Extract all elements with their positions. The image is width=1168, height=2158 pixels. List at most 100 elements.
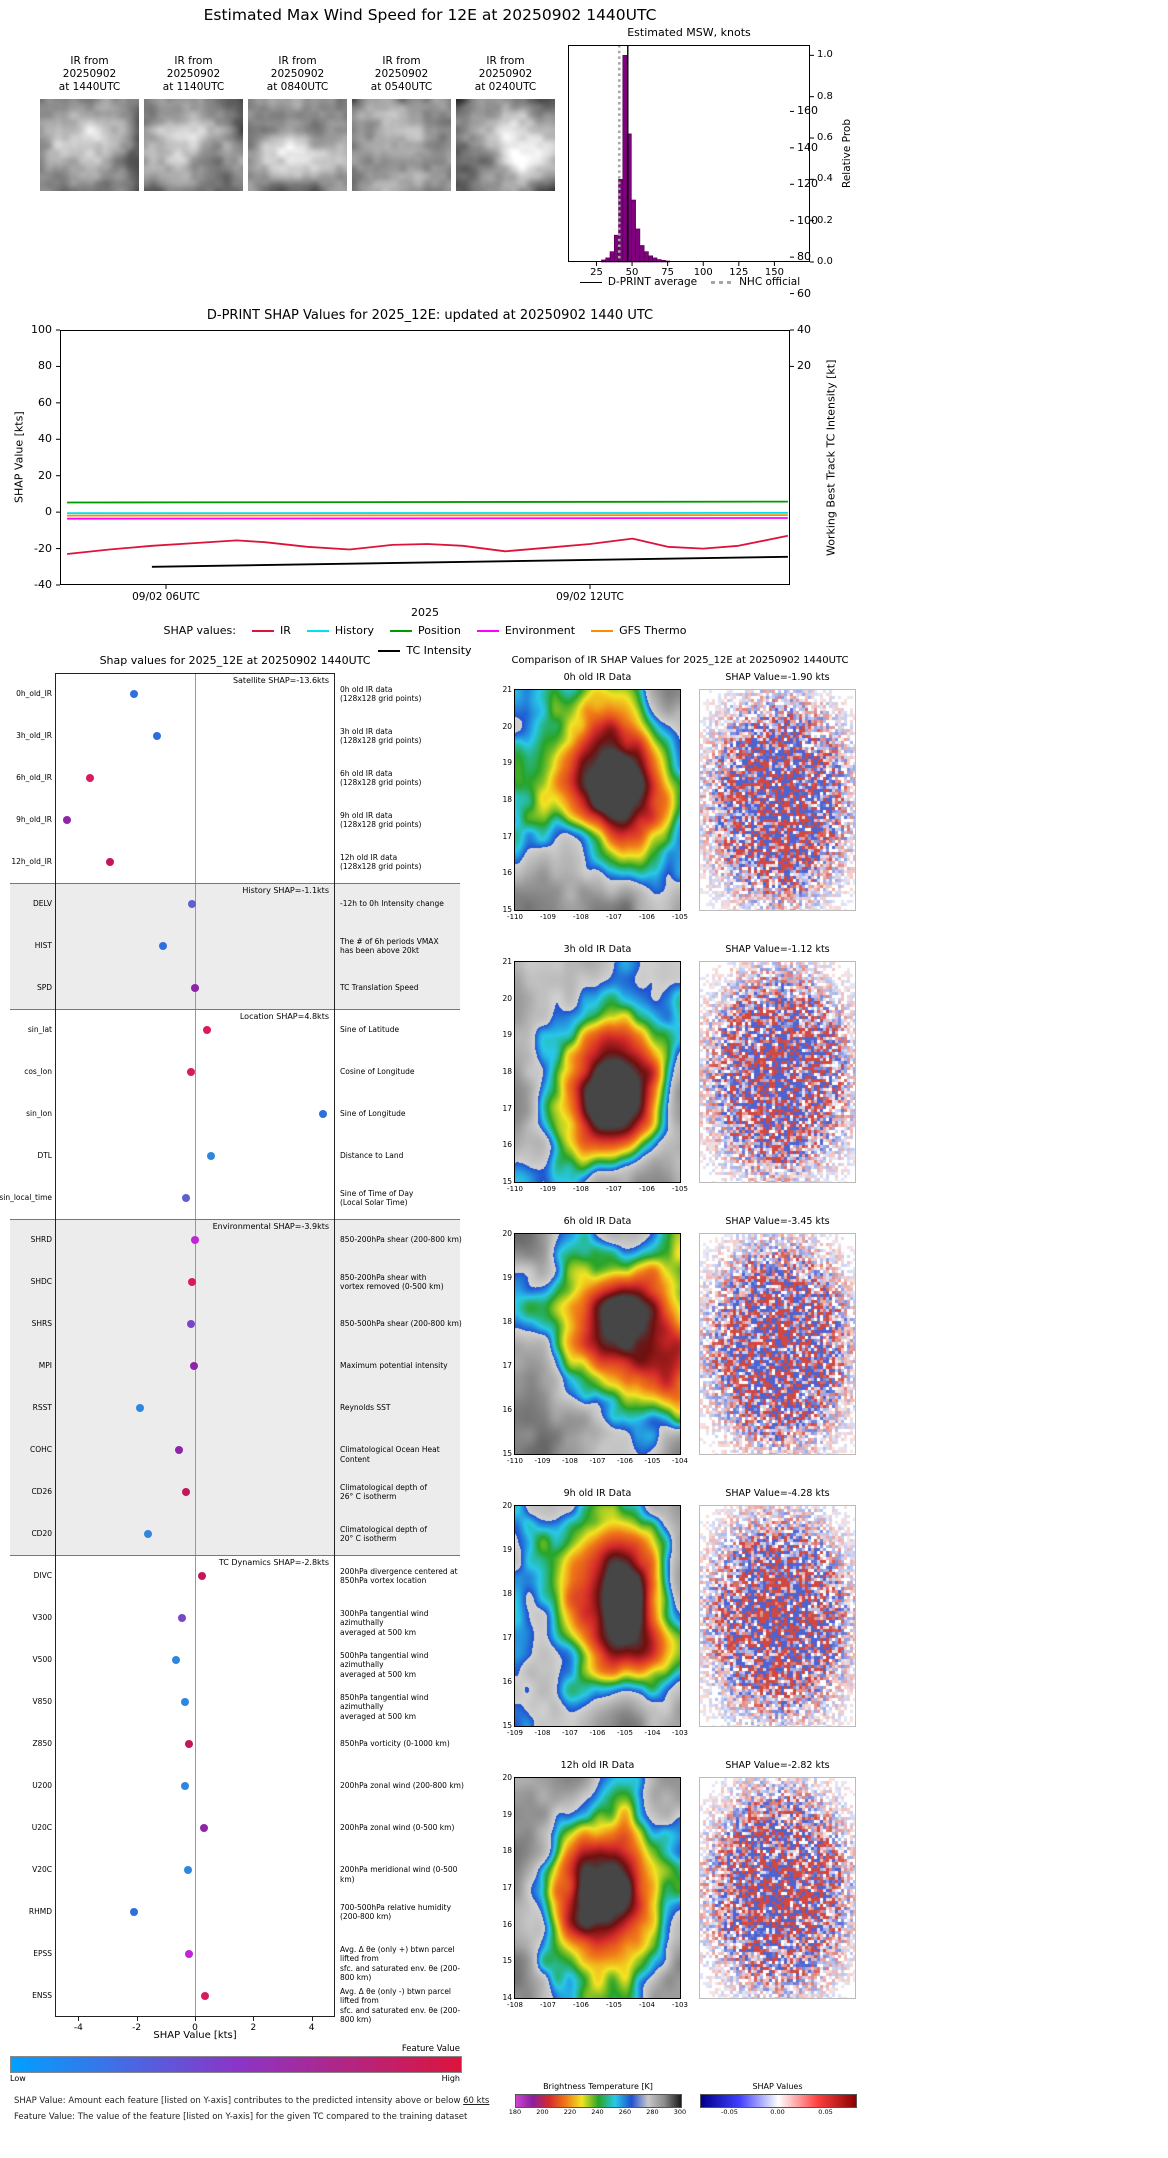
dotplot-feature-description: 850hPa tangential wind azimuthally avera… bbox=[340, 1692, 429, 1721]
ir-map-ytick-label: 15 bbox=[502, 1956, 512, 1966]
dotplot-feature-description: Avg. Δ θe (only -) btwn parcel lifted fr… bbox=[340, 1986, 461, 2025]
dotplot-feature-description: 850-200hPa shear with vortex removed (0-… bbox=[340, 1272, 444, 1292]
timeseries-legend-item-ir: IR bbox=[251, 624, 291, 637]
dotplot-xtick-label: 4 bbox=[308, 2023, 315, 2033]
dotplot-feature-description: Sine of Latitude bbox=[340, 1025, 400, 1035]
timeseries-left-ytick-label: 0 bbox=[45, 505, 52, 519]
ir-map-ytick-label: 16 bbox=[502, 1140, 512, 1150]
legend-line-sample bbox=[476, 629, 499, 632]
dotplot-feature-label: SPD bbox=[36, 983, 52, 992]
timeseries-left-ytick-label: 60 bbox=[38, 395, 52, 409]
timeseries-left-ytick-label: -20 bbox=[34, 541, 52, 555]
timeseries-right-ytick-label: 160 bbox=[797, 104, 818, 118]
timeseries-left-ytick-label: -40 bbox=[34, 578, 52, 591]
bt-colorbar-tick-label: 260 bbox=[618, 2108, 632, 2116]
dotplot-feature-description: 200hPa meridional wind (0-500 km) bbox=[340, 1865, 458, 1884]
shap-map-title: SHAP Value=-3.45 kts bbox=[725, 1216, 830, 1227]
legend-line-sample bbox=[591, 629, 614, 632]
ir-map-image bbox=[514, 689, 681, 911]
timeseries-right-ytick-label: 80 bbox=[797, 250, 811, 264]
dotplot-feature-description: TC Translation Speed bbox=[340, 983, 419, 993]
dotplot-feature-label: 12h_old_IR bbox=[11, 857, 52, 866]
dotplot-feature-label: V300 bbox=[32, 1613, 52, 1622]
dotplot-feature-dot bbox=[198, 1572, 207, 1580]
histogram-bar bbox=[643, 251, 649, 263]
ir-thumbnail-image bbox=[40, 99, 139, 191]
dotplot-feature-dot bbox=[106, 858, 115, 866]
bt-colorbar bbox=[515, 2094, 682, 2108]
histogram-bar bbox=[639, 245, 645, 263]
dotplot-group-header: History SHAP=-1.1kts bbox=[242, 886, 329, 895]
ir-map-xtick-label: -107 bbox=[606, 1185, 622, 1193]
dotplot-group-divider bbox=[10, 1555, 460, 1556]
dotplot-xtick-label: 0 bbox=[192, 2023, 198, 2033]
histogram-ylabel: Relative Prob bbox=[841, 119, 853, 189]
dotplot-xtick-mark bbox=[78, 2017, 80, 2021]
histogram-bar bbox=[618, 179, 624, 263]
ir-map-xtick-label: -104 bbox=[644, 1729, 661, 1737]
dotplot-feature-label: RSST bbox=[32, 1403, 52, 1412]
shap-colorbar-tick-label: 0.00 bbox=[770, 2108, 785, 2116]
timeseries-legend-item-environment: Environment bbox=[476, 624, 575, 637]
timeseries-legend-item-gfs-thermo: GFS Thermo bbox=[591, 624, 686, 637]
ir-map-xtick-label: -106 bbox=[573, 2001, 589, 2009]
timeseries-right-ytick-label: 100 bbox=[797, 213, 818, 227]
legend-series-label: TC Intensity bbox=[406, 644, 472, 657]
shap-map-image bbox=[699, 1777, 856, 1999]
dotplot-feature-label: 6h_old_IR bbox=[16, 773, 52, 782]
legend-line-sample bbox=[378, 649, 401, 652]
histogram-bar bbox=[613, 234, 619, 263]
ir-thumbnail-label: IR from 20250902 at 0540UTC bbox=[370, 55, 433, 93]
ir-map-ytick-label: 19 bbox=[502, 758, 512, 768]
feature-value-colorbar-label: Feature Value bbox=[401, 2044, 460, 2054]
ir-map-ytick-label: 16 bbox=[502, 1405, 512, 1414]
dotplot-feature-dot bbox=[129, 690, 138, 698]
dotplot-feature-description: Sine of Time of Day (Local Solar Time) bbox=[340, 1188, 414, 1208]
dotplot-feature-description: Avg. Δ θe (only +) btwn parcel lifted fr… bbox=[340, 1944, 461, 1983]
timeseries-legend-row1: SHAP values: IR History Position Environmen… bbox=[60, 624, 790, 637]
ir-thumbnail-image bbox=[352, 99, 451, 191]
timeseries-left-ytick-label: 40 bbox=[38, 432, 52, 446]
dotplot-title: Shap values for 2025_12E at 20250902 144… bbox=[99, 654, 371, 667]
timeseries-right-ytick-label: 140 bbox=[797, 140, 818, 154]
ir-map-xtick-label: -104 bbox=[672, 1457, 688, 1465]
dotplot-feature-description: 300hPa tangential wind azimuthally avera… bbox=[340, 1608, 429, 1637]
ir-map-xtick-label: -106 bbox=[639, 913, 655, 921]
dprint-average-legend-item: D-PRINT average bbox=[579, 276, 697, 288]
dotplot-feature-description: Climatological Ocean Heat Content bbox=[340, 1445, 440, 1464]
dotplot-feature-dot bbox=[207, 1152, 216, 1160]
shap-map-image bbox=[699, 1505, 856, 1727]
dotplot-feature-description: Reynolds SST bbox=[340, 1403, 391, 1413]
dotplot-xtick-mark bbox=[311, 2017, 313, 2021]
dotplot-group-shading bbox=[10, 1219, 460, 1555]
series-line-environment bbox=[67, 517, 788, 520]
dotplot-feature-label: U20C bbox=[31, 1823, 52, 1832]
ir-map-xtick-label: -107 bbox=[540, 2001, 556, 2009]
timeseries-xlabel: 2025 bbox=[411, 606, 439, 619]
histogram-bar bbox=[622, 55, 628, 263]
shap-map-title: SHAP Value=-4.28 kts bbox=[725, 1488, 830, 1499]
ir-map-xtick-label: -108 bbox=[534, 1729, 551, 1737]
dotplot-feature-dot bbox=[180, 1698, 189, 1706]
ir-map-xtick-label: -105 bbox=[644, 1457, 661, 1465]
dotplot-feature-label: COHC bbox=[29, 1445, 52, 1454]
shap-map-title: SHAP Value=-2.82 kts bbox=[725, 1760, 830, 1771]
ir-map-ytick-label: 21 bbox=[502, 685, 512, 694]
dotplot-group-divider bbox=[10, 883, 460, 884]
timeseries-xtick-label: 09/02 12UTC bbox=[556, 591, 624, 603]
ir-thumbnail-label: IR from 20250902 at 0840UTC bbox=[266, 55, 329, 93]
msw-histogram-plot bbox=[568, 45, 814, 266]
footnote-shap-value-text: SHAP Value: Amount each feature [listed … bbox=[14, 2096, 464, 2106]
ir-map-xtick-label: -110 bbox=[507, 1457, 523, 1465]
dotplot-feature-label: V20C bbox=[32, 1865, 52, 1874]
shap-timeseries-plot bbox=[56, 110, 794, 589]
dotplot-feature-label: V850 bbox=[32, 1697, 52, 1706]
series-line-position bbox=[67, 500, 788, 504]
ir-map-title: 9h old IR Data bbox=[563, 1488, 632, 1499]
shap-colorbar bbox=[700, 2094, 857, 2108]
timeseries-right-ytick-label: 20 bbox=[797, 359, 811, 373]
dotplot-feature-description: 850hPa vorticity (0-1000 km) bbox=[340, 1739, 450, 1749]
ir-map-xtick-label: -107 bbox=[589, 1457, 606, 1465]
dotplot-group-divider bbox=[10, 1219, 460, 1220]
ir-map-ytick-label: 15 bbox=[502, 905, 512, 914]
